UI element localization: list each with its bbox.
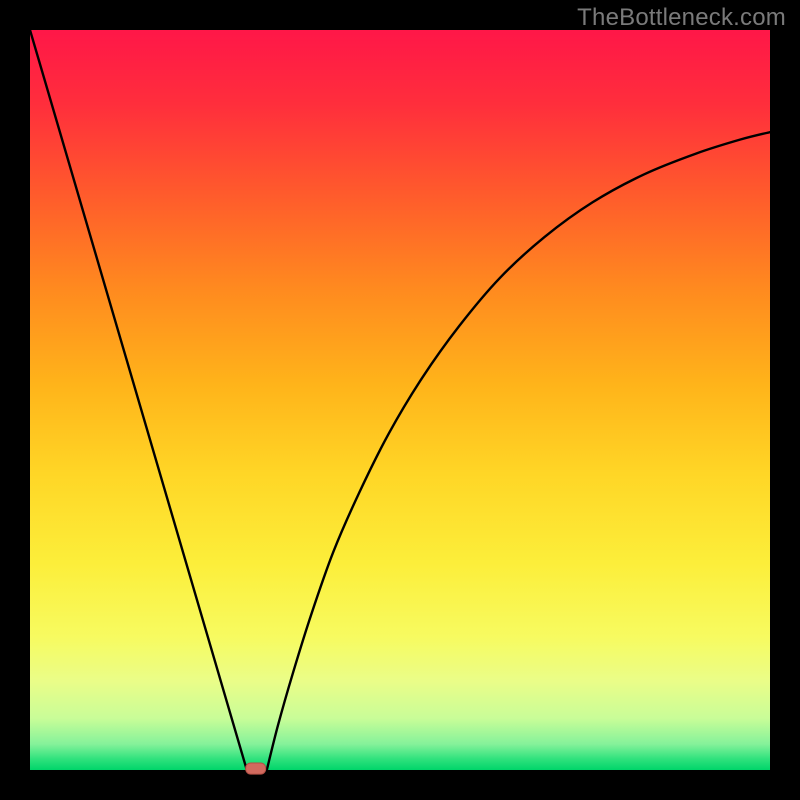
bottleneck-chart <box>0 0 800 800</box>
optimum-marker <box>246 763 266 774</box>
watermark-text: TheBottleneck.com <box>577 4 786 32</box>
chart-stage: TheBottleneck.com <box>0 0 800 800</box>
plot-background <box>30 30 770 770</box>
